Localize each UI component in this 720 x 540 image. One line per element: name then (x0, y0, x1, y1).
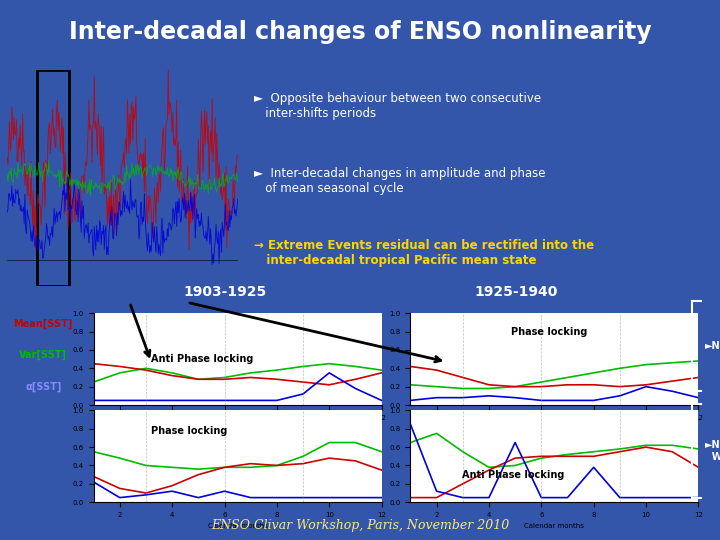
Text: Anti Phase locking: Anti Phase locking (462, 470, 564, 480)
Text: ►  Inter-decadal changes in amplitude and phase
   of mean seasonal cycle: ► Inter-decadal changes in amplitude and… (254, 167, 546, 195)
Text: ENSO Clivar Workshop, Paris, November 2010: ENSO Clivar Workshop, Paris, November 20… (211, 518, 509, 532)
X-axis label: Calendar months: Calendar months (207, 523, 268, 530)
Text: → Extreme Events residual can be rectified into the
   inter-decadal tropical Pa: → Extreme Events residual can be rectifi… (254, 239, 594, 267)
Text: Phase locking: Phase locking (151, 426, 228, 436)
Text: 1903-1925: 1903-1925 (184, 285, 267, 299)
Text: Inter-decadal changes of ENSO nonlinearity: Inter-decadal changes of ENSO nonlineari… (68, 21, 652, 44)
Bar (37, 70, 69, 286)
Text: Phase locking: Phase locking (511, 327, 588, 336)
Text: Var[SST]: Var[SST] (19, 349, 67, 360)
X-axis label: Calendar months: Calendar months (524, 523, 585, 530)
Text: 1925-1940: 1925-1940 (474, 285, 557, 299)
Text: ►  Opposite behaviour between two consecutive
   inter-shifts periods: ► Opposite behaviour between two consecu… (254, 92, 541, 120)
Text: Mean[SST]: Mean[SST] (14, 319, 73, 329)
X-axis label: MMonth: MMonth (541, 426, 568, 433)
X-axis label: MMonth: MMonth (224, 426, 251, 433)
Text: ►NINO4
  West: ►NINO4 West (706, 440, 720, 462)
Text: ►NINO3: ►NINO3 (706, 341, 720, 351)
Text: Anti Phase locking: Anti Phase locking (151, 354, 253, 364)
Text: α[SST]: α[SST] (25, 382, 61, 393)
